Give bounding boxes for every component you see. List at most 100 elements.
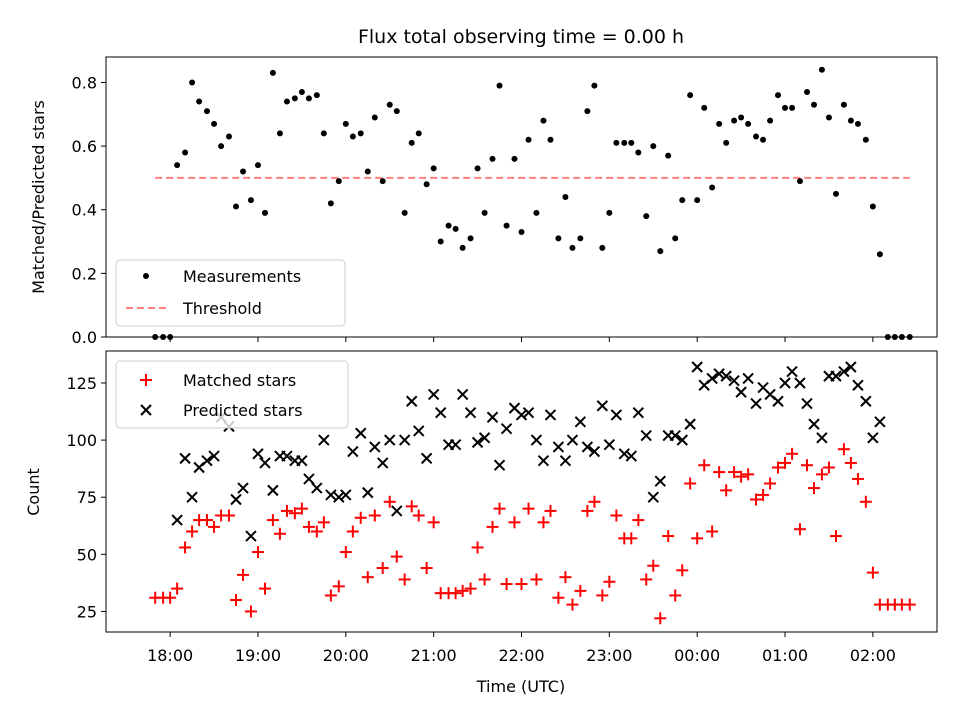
top-y-tick-label: 0.4 xyxy=(72,201,97,220)
predicted-stars-point xyxy=(786,365,798,378)
measurement-point xyxy=(182,149,189,156)
measurement-point xyxy=(775,92,782,99)
predicted-stars-point xyxy=(281,450,293,462)
measurement-point xyxy=(291,95,298,102)
legend-label-measurements: Measurements xyxy=(183,267,301,286)
measurement-point xyxy=(335,178,342,185)
top-y-axis: 0.0 0.2 0.4 0.6 0.8 xyxy=(72,73,106,347)
predicted-stars-point xyxy=(325,489,337,501)
measurement-point xyxy=(789,104,796,111)
matched-stars-point xyxy=(295,502,308,515)
measurement-point xyxy=(305,95,312,102)
predicted-stars-point xyxy=(838,365,850,378)
predicted-stars-point xyxy=(398,434,411,446)
matched-stars-point xyxy=(464,582,477,595)
top-panel: 0.00.20.40.60.8 Matched/Predicted stars … xyxy=(29,56,938,347)
legend-marker-matched xyxy=(140,374,152,386)
measurement-point xyxy=(342,120,349,127)
measurement-point xyxy=(445,222,452,229)
measurement-point xyxy=(393,108,400,115)
predicted-stars-point xyxy=(355,427,367,439)
matched-stars-point xyxy=(735,470,748,483)
matched-stars-point xyxy=(222,509,235,522)
measurement-point xyxy=(423,181,430,188)
matched-stars-point xyxy=(559,571,572,584)
measurement-point xyxy=(313,92,320,99)
top-data-layer xyxy=(152,66,913,340)
measurement-point xyxy=(481,209,488,216)
bottom-y-tick-label: 75 xyxy=(77,488,97,507)
predicted-stars-point xyxy=(669,429,681,442)
measurement-point xyxy=(584,108,591,115)
matched-stars-point xyxy=(266,514,279,527)
predicted-stars-point xyxy=(845,361,857,373)
measurement-point xyxy=(876,251,883,258)
measurement-point xyxy=(577,235,584,242)
predicted-stars-point xyxy=(449,438,462,451)
predicted-stars-point xyxy=(559,454,572,467)
bottom-legend: Matched stars Predicted stars xyxy=(115,360,349,429)
predicted-stars-point xyxy=(464,406,477,419)
measurement-point xyxy=(357,130,364,137)
predicted-stars-point xyxy=(691,361,703,373)
predicted-stars-point xyxy=(434,406,447,419)
predicted-stars-point xyxy=(208,450,220,462)
predicted-stars-point xyxy=(588,445,601,458)
matched-stars-point xyxy=(237,568,250,581)
matched-stars-point xyxy=(186,525,199,538)
predicted-stars-point xyxy=(522,406,535,419)
predicted-stars-point xyxy=(362,486,374,499)
measurement-point xyxy=(869,203,876,210)
predicted-stars-point xyxy=(303,473,315,485)
bottom-data-layer xyxy=(149,361,916,625)
predicted-stars-point xyxy=(610,409,623,421)
predicted-stars-point xyxy=(245,530,257,542)
matched-stars-point xyxy=(493,502,506,515)
matched-stars-point xyxy=(757,488,770,501)
measurement-point xyxy=(562,194,569,200)
predicted-stars-point xyxy=(794,377,806,389)
matched-stars-point xyxy=(691,532,704,545)
matched-stars-point xyxy=(706,525,719,538)
predicted-stars-point xyxy=(456,388,469,401)
predicted-stars-point xyxy=(647,491,659,503)
matched-stars-point xyxy=(750,493,763,506)
measurement-point xyxy=(283,98,290,105)
matched-stars-point xyxy=(844,456,857,469)
measurement-point xyxy=(364,168,371,175)
x-tick-label: 02:00 xyxy=(850,646,896,665)
measurement-point xyxy=(276,130,283,137)
measurement-point xyxy=(349,133,356,140)
matched-stars-point xyxy=(361,571,374,584)
matched-stars-point xyxy=(354,511,367,524)
matched-stars-point xyxy=(647,559,660,572)
measurement-point xyxy=(745,120,752,127)
measurement-point xyxy=(847,117,854,124)
measurement-point xyxy=(518,229,525,235)
predicted-stars-point xyxy=(684,418,696,430)
predicted-stars-point xyxy=(706,372,718,385)
bottom-y-axis-label: Count xyxy=(24,468,43,516)
predicted-stars-point xyxy=(830,370,842,382)
top-legend: Measurements Threshold xyxy=(115,259,346,327)
measurement-point xyxy=(753,133,760,140)
predicted-stars-point xyxy=(720,370,732,382)
measurement-point xyxy=(621,139,628,146)
measurement-point xyxy=(687,92,694,99)
predicted-stars-point xyxy=(318,434,330,446)
predicted-stars-point xyxy=(566,434,579,446)
measurement-point xyxy=(240,168,247,175)
measurement-point xyxy=(204,108,211,115)
matched-stars-point xyxy=(258,582,271,595)
matched-stars-point xyxy=(566,598,579,611)
predicted-stars-point xyxy=(874,416,886,428)
measurement-point xyxy=(854,120,861,127)
measurement-point xyxy=(496,82,503,89)
predicted-stars-point xyxy=(515,409,528,421)
measurement-point xyxy=(613,139,620,146)
predicted-stars-point xyxy=(171,514,183,526)
measurement-point xyxy=(825,114,832,121)
bottom-y-tick-label: 100 xyxy=(66,431,97,450)
predicted-stars-point xyxy=(311,482,323,494)
